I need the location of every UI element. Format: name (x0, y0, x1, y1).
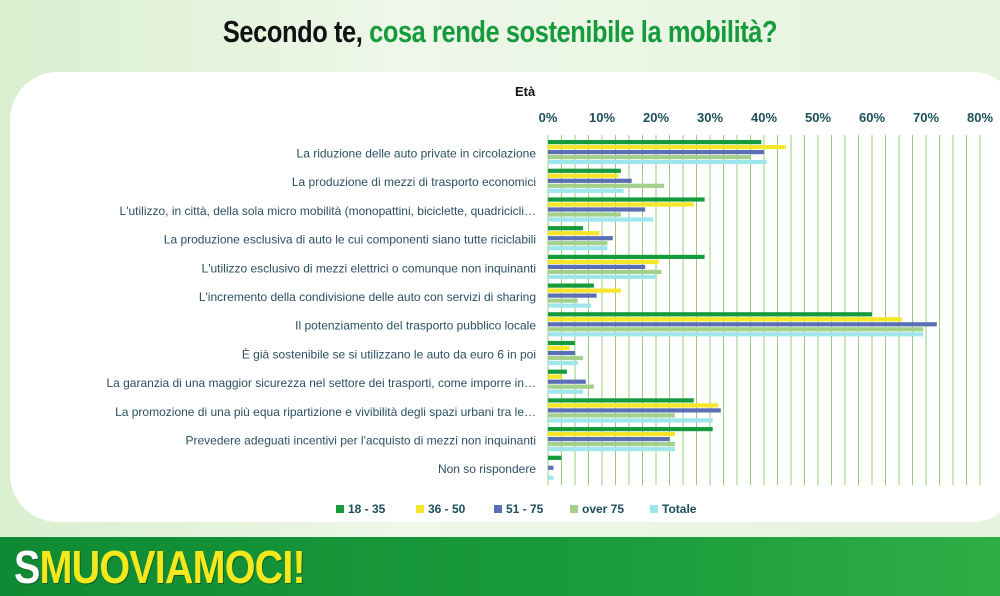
category-label: Non so rispondere (438, 462, 536, 476)
bar-over75 (548, 241, 608, 246)
bar-over75 (548, 212, 621, 217)
bar-18-35 (548, 427, 713, 432)
bar-51-75 (548, 207, 646, 212)
legend-swatch (336, 505, 344, 513)
legend-swatch (416, 505, 424, 513)
legend-label: 18 - 35 (348, 502, 386, 516)
brand-logo: SMUOVIAMOCI! (14, 540, 306, 594)
bar-totale (548, 332, 924, 337)
bar-totale (548, 447, 675, 452)
bar-18-35 (548, 340, 575, 346)
bar-36-50 (548, 231, 600, 236)
bar-51-75 (548, 465, 554, 470)
bar-51-75 (548, 322, 937, 327)
bar-36-50 (548, 259, 659, 264)
category-label: La garanzia di una maggior sicurezza nel… (106, 376, 536, 390)
bar-36-50 (548, 145, 786, 150)
bar-18-35 (548, 226, 584, 231)
x-tick-label: 10% (589, 110, 615, 125)
bar-totale (548, 246, 608, 251)
category-label: L'utilizzo, in città, della sola micro m… (120, 204, 536, 218)
category-label: È già sostenibile se si utilizzano le au… (242, 346, 536, 361)
legend-label: over 75 (582, 502, 624, 516)
bar-totale (548, 389, 584, 394)
bar-18-35 (548, 369, 567, 374)
bar-totale (548, 418, 713, 423)
category-label: Prevedere adeguati incentivi per l'acqui… (185, 434, 536, 448)
bar-over75 (548, 384, 594, 389)
category-label: La promozione di una più equa ripartizio… (115, 405, 536, 419)
x-tick-label: 60% (859, 110, 885, 125)
bar-36-50 (548, 374, 562, 379)
title-part-1: Secondo te, (222, 14, 363, 49)
bar-51-75 (548, 150, 764, 155)
legend-swatch (650, 505, 658, 513)
page-title: Secondo te, cosa rende sostenibile la mo… (90, 14, 910, 50)
bar-51-75 (548, 264, 646, 269)
x-tick-label: 20% (643, 110, 669, 125)
legend-label: 51 - 75 (506, 502, 544, 516)
x-tick-label: 80% (967, 110, 993, 125)
category-label: La riduzione delle auto private in circo… (297, 147, 537, 161)
bar-totale (548, 475, 554, 480)
category-label: L'utilizzo esclusivo di mezzi elettrici … (202, 261, 536, 275)
bar-over75 (548, 183, 665, 188)
bar-18-35 (548, 283, 594, 288)
bar-totale (548, 160, 767, 165)
brand-rest: MUOVIAMOCI! (39, 541, 306, 593)
bar-totale (548, 217, 654, 222)
bar-51-75 (548, 350, 575, 356)
bar-over75 (548, 327, 924, 332)
bar-51-75 (548, 379, 586, 384)
bar-over75 (548, 355, 584, 361)
bar-18-35 (548, 254, 705, 259)
bar-over75 (548, 442, 675, 447)
bar-over75 (548, 298, 578, 303)
x-tick-label: 0% (539, 110, 558, 125)
bar-51-75 (548, 236, 613, 241)
bar-36-50 (548, 432, 675, 437)
bar-36-50 (548, 403, 719, 408)
bar-36-50 (548, 317, 902, 322)
category-label: La produzione esclusiva di auto le cui c… (164, 233, 536, 247)
legend-swatch (494, 505, 502, 513)
bar-over75 (548, 413, 675, 418)
bar-18-35 (548, 455, 562, 460)
legend-swatch (570, 505, 578, 513)
bar-18-35 (548, 168, 621, 173)
x-tick-label: 30% (697, 110, 723, 125)
bar-36-50 (548, 173, 619, 178)
category-label: La produzione di mezzi di trasporto econ… (292, 175, 536, 189)
bar-36-50 (548, 345, 570, 351)
title-part-2: cosa rende sostenibile la mobilità? (369, 14, 778, 49)
legend-label: 36 - 50 (428, 502, 466, 516)
bar-18-35 (548, 312, 872, 317)
bar-totale (548, 360, 578, 366)
x-tick-label: 50% (805, 110, 831, 125)
bar-totale (548, 274, 656, 279)
bar-over75 (548, 155, 751, 160)
bar-51-75 (548, 408, 721, 413)
chart-title: Età (515, 84, 536, 99)
bar-over75 (548, 269, 662, 274)
bar-18-35 (548, 140, 762, 145)
bar-totale (548, 303, 592, 308)
bar-36-50 (548, 202, 694, 207)
footer-banner (0, 537, 1000, 596)
category-label: L'incremento della condivisione delle au… (199, 290, 536, 304)
category-label: Il potenziamento del trasporto pubblico … (295, 319, 536, 333)
bar-totale (548, 188, 624, 193)
bar-51-75 (548, 293, 597, 298)
bar-18-35 (548, 398, 694, 403)
bar-51-75 (548, 178, 632, 183)
bar-51-75 (548, 437, 670, 442)
legend-label: Totale (662, 502, 697, 516)
bar-36-50 (548, 288, 621, 293)
chart-card (10, 72, 1000, 522)
bar-18-35 (548, 197, 705, 202)
brand-first-letter: S (14, 541, 40, 593)
x-tick-label: 70% (913, 110, 939, 125)
x-tick-label: 40% (751, 110, 777, 125)
